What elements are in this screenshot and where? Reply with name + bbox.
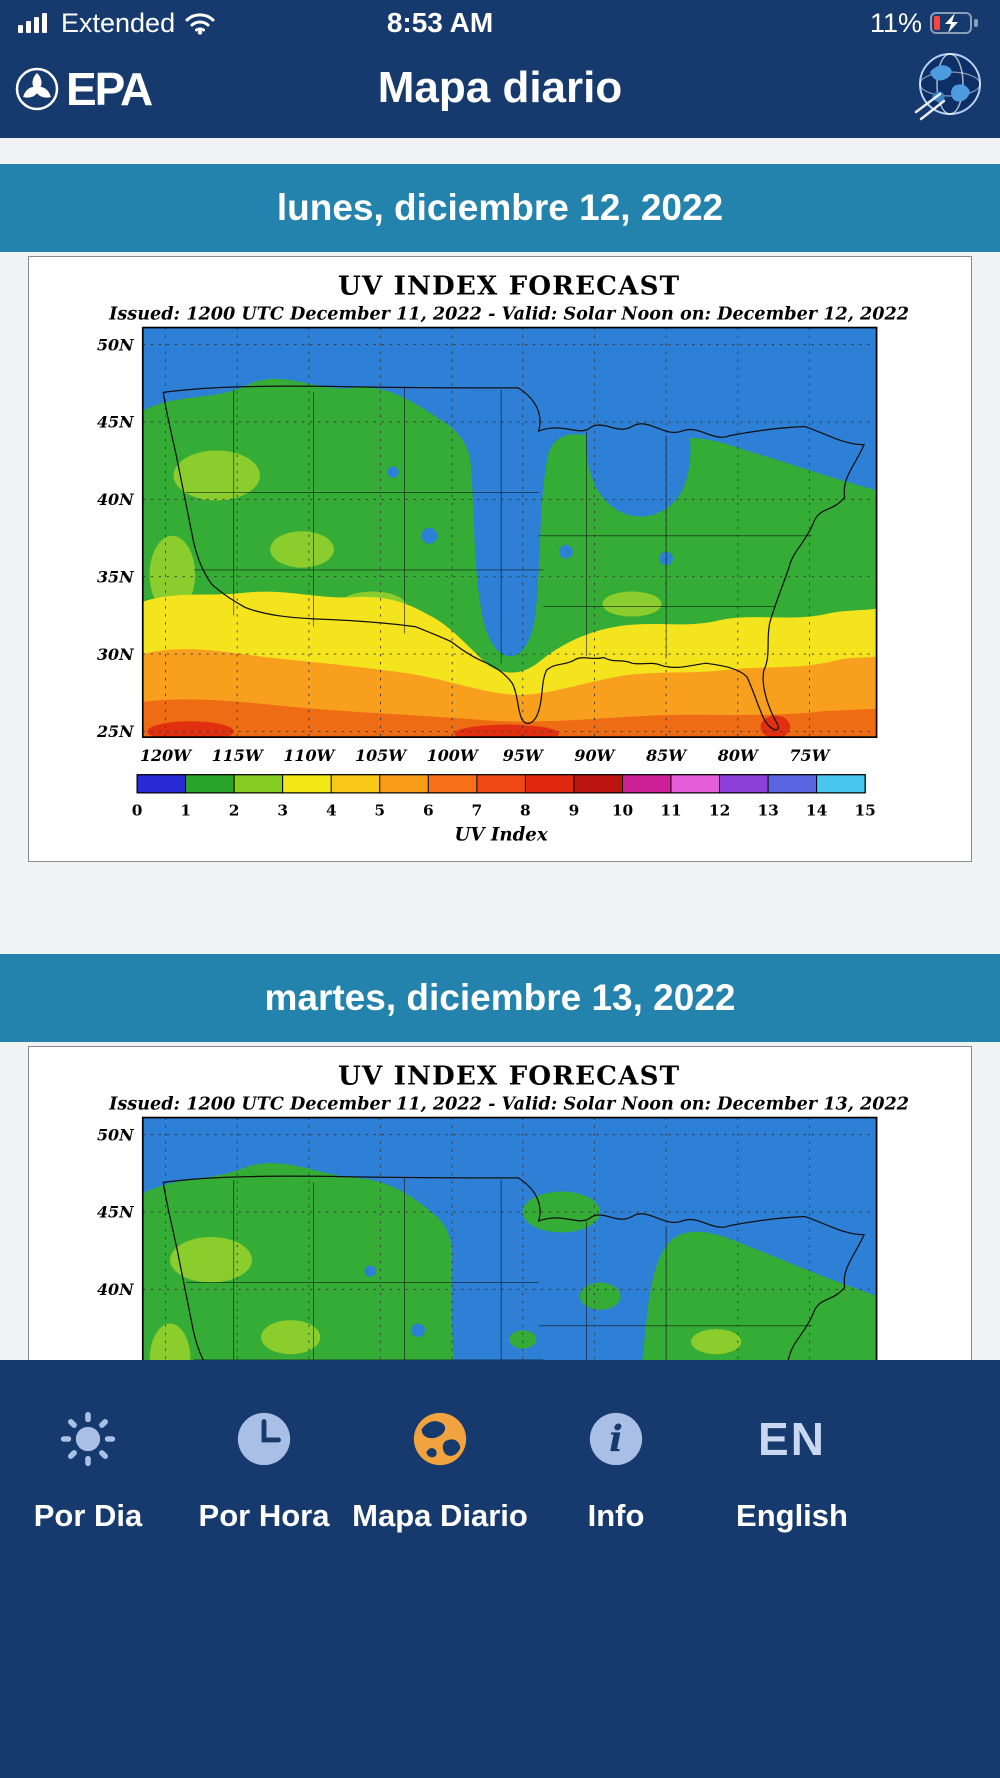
latitude-labels: 50N 45N 40N 35N 30N 25N (96, 335, 135, 741)
language-en-badge: EN (758, 1413, 826, 1465)
svg-text:30N: 30N (97, 645, 135, 664)
svg-text:2: 2 (229, 802, 240, 820)
svg-text:95W: 95W (503, 746, 545, 765)
map-issued-line: Issued: 1200 UTC December 11, 2022 - Val… (108, 304, 909, 325)
status-time: 8:53 AM (386, 7, 494, 38)
tab-mapa-diario[interactable]: Mapa Diario (352, 1408, 528, 1534)
globe-badge-icon (914, 52, 981, 120)
tab-label-por-dia: Por Dia (33, 1498, 143, 1533)
carrier-label: Extended (61, 7, 176, 38)
tab-row: Por Dia Por Hora (0, 1360, 880, 1534)
uv-map-figure-day-1: UV INDEX FORECAST Issued: 1200 UTC Decem… (96, 271, 909, 846)
svg-text:10: 10 (612, 802, 633, 820)
clock-icon (237, 1412, 291, 1466)
tab-label-por-hora: Por Hora (198, 1498, 330, 1533)
svg-text:5: 5 (374, 802, 385, 820)
svg-text:8: 8 (520, 802, 531, 820)
day-section-1: lunes, diciembre 12, 2022 UV INDEX FOREC… (0, 164, 1000, 862)
svg-text:115W: 115W (212, 746, 265, 765)
sun-icon (60, 1411, 116, 1467)
globe-badge[interactable] (908, 48, 986, 131)
tab-label-mapa-diario: Mapa Diario (352, 1498, 528, 1533)
tab-info[interactable]: i Info (528, 1408, 704, 1534)
longitude-labels: 120W 115W 110W 105W 100W 95W 90W 85W 80W… (140, 746, 832, 765)
plot-frame (141, 326, 878, 738)
status-left: Extended (18, 8, 216, 39)
cellular-signal-icon (18, 13, 47, 33)
date-banner-1: lunes, diciembre 12, 2022 (0, 164, 1000, 252)
svg-text:12: 12 (709, 802, 730, 820)
map-title: UV INDEX FORECAST (338, 1060, 680, 1091)
svg-text:50N: 50N (97, 335, 135, 354)
svg-text:7: 7 (472, 802, 483, 820)
date-banner-2: martes, diciembre 13, 2022 (0, 953, 1000, 1042)
svg-text:4: 4 (326, 802, 337, 820)
uv-map-card-1[interactable]: UV INDEX FORECAST Issued: 1200 UTC Decem… (28, 256, 972, 862)
battery-charging-icon (930, 12, 978, 34)
page-title: Mapa diario (377, 63, 623, 113)
svg-text:40N: 40N (97, 490, 135, 509)
epa-logo-text: EPA (66, 63, 153, 115)
svg-text:9: 9 (569, 802, 580, 820)
grid-lines (142, 327, 877, 738)
globe-icon-active (413, 1412, 467, 1466)
svg-text:13: 13 (757, 802, 778, 820)
svg-text:15: 15 (855, 802, 876, 820)
battery-percent: 11% (869, 7, 922, 38)
svg-text:6: 6 (423, 802, 434, 820)
map-title: UV INDEX FORECAST (338, 271, 680, 302)
svg-text:85W: 85W (646, 746, 688, 765)
figure-axes-and-legend: 50N 45N 40N 35N 30N 25N 120W 115W 110W 1… (96, 326, 878, 846)
svg-text:35N: 35N (97, 567, 135, 586)
svg-text:105W: 105W (355, 746, 408, 765)
uv-scale-label: UV Index (455, 825, 549, 846)
svg-text:80W: 80W (718, 746, 760, 765)
map-issued-line: Issued: 1200 UTC December 11, 2022 - Val… (108, 1093, 909, 1114)
map-list[interactable]: lunes, diciembre 12, 2022 UV INDEX FOREC… (0, 138, 1000, 1652)
svg-text:3: 3 (277, 802, 288, 820)
top-navigation: Extended 8:53 AM 11% (0, 0, 1000, 138)
status-right: 11% (870, 8, 982, 39)
tab-por-hora[interactable]: Por Hora (176, 1408, 352, 1534)
svg-text:120W: 120W (140, 746, 193, 765)
svg-text:100W: 100W (427, 746, 480, 765)
tab-english[interactable]: EN English (704, 1408, 880, 1534)
svg-text:110W: 110W (283, 746, 336, 765)
tab-por-dia[interactable]: Por Dia (0, 1408, 176, 1534)
svg-text:25N: 25N (96, 722, 135, 741)
svg-text:45N: 45N (97, 413, 135, 432)
svg-text:90W: 90W (574, 746, 616, 765)
svg-text:1: 1 (180, 802, 191, 820)
tab-label-english: English (736, 1498, 848, 1533)
svg-text:0: 0 (132, 802, 143, 820)
svg-text:i: i (609, 1417, 623, 1461)
tab-label-info: Info (587, 1498, 645, 1533)
svg-text:14: 14 (806, 802, 828, 820)
epa-flower-icon (15, 67, 59, 111)
uv-contours-day-1 (142, 327, 877, 738)
uv-color-scale: 0 1 2 3 4 5 6 7 8 9 10 11 12 (132, 774, 876, 846)
tab-bar: Por Dia Por Hora (0, 1360, 1000, 1778)
us-state-borders (162, 385, 866, 731)
svg-text:11: 11 (660, 802, 681, 820)
svg-text:75W: 75W (789, 746, 831, 765)
wifi-icon (185, 13, 215, 35)
info-icon: i (589, 1412, 643, 1466)
status-bar: Extended 8:53 AM 11% (0, 0, 1000, 46)
app-header: EPA Mapa diario (0, 46, 1000, 138)
uv-scale-ticks: 0 1 2 3 4 5 6 7 8 9 10 11 12 (132, 802, 876, 820)
epa-logo[interactable]: EPA (14, 62, 153, 116)
